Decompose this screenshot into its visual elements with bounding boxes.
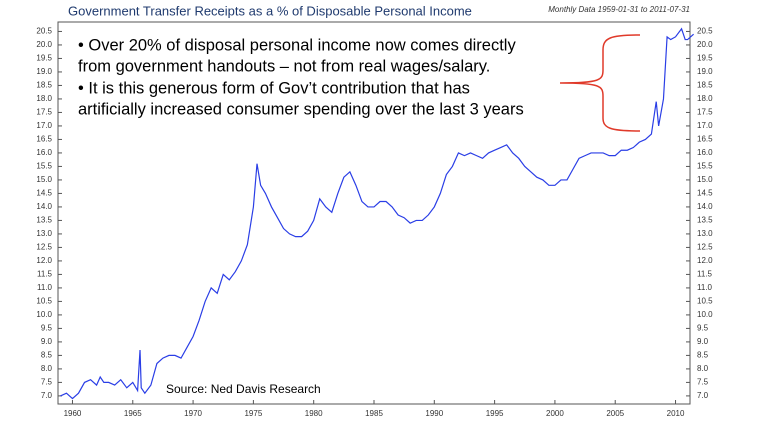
- y-tick-label: 20.0: [36, 40, 52, 49]
- y2-tick-label: 16.0: [697, 148, 713, 157]
- bracket: [559, 34, 641, 132]
- y-tick-label: 16.5: [36, 135, 52, 144]
- y-tick-label: 14.0: [36, 202, 52, 211]
- y-tick-label: 9.0: [41, 337, 53, 346]
- y-tick-label: 18.5: [36, 81, 52, 90]
- y2-tick-label: 10.5: [697, 297, 713, 306]
- y-tick-label: 17.5: [36, 108, 52, 117]
- y2-tick-label: 8.0: [697, 364, 709, 373]
- y-tick-label: 16.0: [36, 148, 52, 157]
- chart-subtitle: Monthly Data 1959-01-31 to 2011-07-31: [548, 5, 690, 14]
- y-tick-label: 10.0: [36, 310, 52, 319]
- y2-tick-label: 20.5: [697, 27, 713, 36]
- y2-tick-label: 20.0: [697, 40, 713, 49]
- chart-title: Government Transfer Receipts as a % of D…: [68, 3, 472, 18]
- y-tick-label: 11.0: [37, 283, 53, 292]
- x-tick-label: 1965: [124, 409, 142, 418]
- y2-tick-label: 13.0: [697, 229, 713, 238]
- y2-tick-label: 12.0: [697, 256, 713, 265]
- y-tick-label: 19.5: [36, 54, 52, 63]
- x-tick-label: 1980: [305, 409, 323, 418]
- data-line: [60, 27, 695, 400]
- y2-tick-label: 19.5: [697, 54, 713, 63]
- y2-tick-label: 18.0: [697, 94, 713, 103]
- y2-tick-label: 10.0: [697, 310, 713, 319]
- x-tick-label: 1995: [486, 409, 504, 418]
- source: Source: Ned Davis Research: [166, 382, 321, 396]
- y-tick-label: 7.5: [41, 378, 53, 387]
- x-tick-label: 1990: [425, 409, 443, 418]
- y2-tick-label: 7.5: [697, 378, 709, 387]
- x-tick-label: 2010: [667, 409, 685, 418]
- x-tick-label: 1975: [244, 409, 262, 418]
- y-tick-label: 7.0: [41, 391, 53, 400]
- x-tick-label: 1985: [365, 409, 383, 418]
- y2-tick-label: 11.5: [697, 270, 713, 279]
- y-tick-label: 15.0: [36, 175, 52, 184]
- y-tick-label: 13.5: [36, 216, 52, 225]
- y-tick-label: 20.5: [36, 27, 52, 36]
- annotation: • It is this generous form of Gov’t cont…: [78, 79, 470, 97]
- annotation: • Over 20% of disposal personal income n…: [78, 36, 516, 54]
- x-tick-label: 1960: [64, 409, 82, 418]
- y2-tick-label: 17.0: [697, 121, 713, 130]
- y-tick-label: 8.5: [41, 351, 53, 360]
- y2-tick-label: 12.5: [697, 243, 713, 252]
- y-tick-label: 10.5: [36, 297, 52, 306]
- y-tick-label: 11.5: [37, 270, 53, 279]
- y-tick-label: 18.0: [36, 94, 52, 103]
- y-tick-label: 12.5: [36, 243, 52, 252]
- y-tick-label: 14.5: [36, 189, 52, 198]
- x-tick-label: 2000: [546, 409, 564, 418]
- y2-tick-label: 19.0: [697, 67, 713, 76]
- y2-tick-label: 18.5: [697, 81, 713, 90]
- y-tick-label: 15.5: [36, 162, 52, 171]
- annotation: from government handouts – not from real…: [78, 57, 490, 75]
- y-tick-label: 17.0: [36, 121, 52, 130]
- y2-tick-label: 7.0: [697, 391, 709, 400]
- y2-tick-label: 14.5: [697, 189, 713, 198]
- y2-tick-label: 9.0: [697, 337, 709, 346]
- y2-tick-label: 17.5: [697, 108, 713, 117]
- y-tick-label: 8.0: [41, 364, 53, 373]
- x-tick-label: 1970: [184, 409, 202, 418]
- y2-tick-label: 16.5: [697, 135, 713, 144]
- y2-tick-label: 15.0: [697, 175, 713, 184]
- y2-tick-label: 15.5: [697, 162, 713, 171]
- y2-tick-label: 11.0: [697, 283, 713, 292]
- x-tick-label: 2005: [606, 409, 624, 418]
- y2-tick-label: 8.5: [697, 351, 709, 360]
- annotation: artificially increased consumer spending…: [78, 100, 524, 118]
- y-tick-label: 13.0: [36, 229, 52, 238]
- y-tick-label: 12.0: [36, 256, 52, 265]
- y2-tick-label: 9.5: [697, 324, 709, 333]
- y-tick-label: 19.0: [36, 67, 52, 76]
- y2-tick-label: 14.0: [697, 202, 713, 211]
- y2-tick-label: 13.5: [697, 216, 713, 225]
- y-tick-label: 9.5: [41, 324, 53, 333]
